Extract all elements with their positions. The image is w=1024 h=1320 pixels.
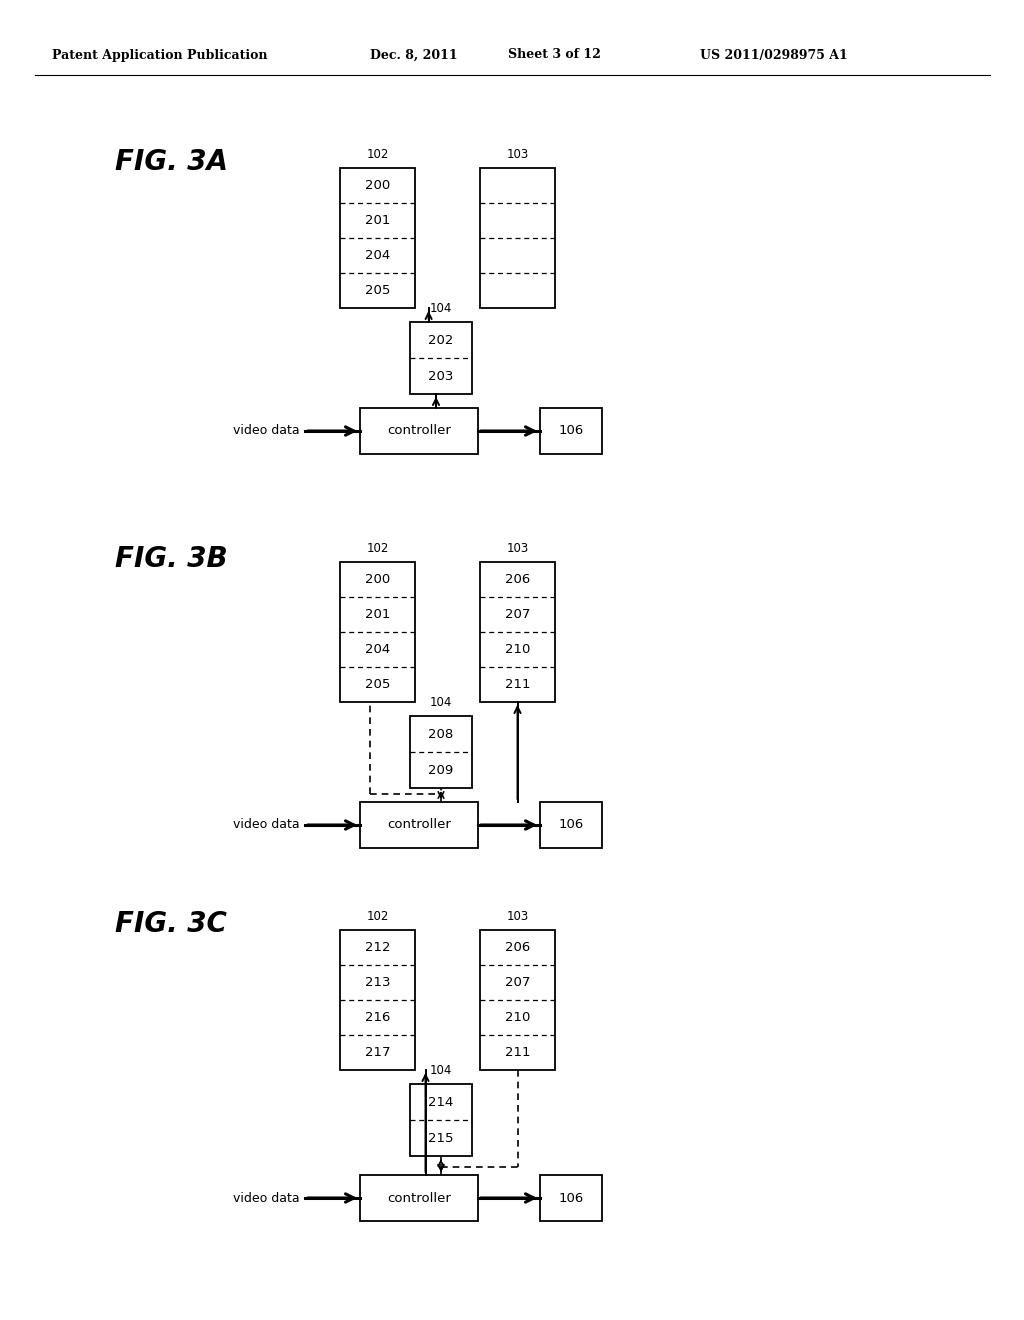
Bar [540,803,602,847]
Text: 210: 210 [505,643,530,656]
Text: US 2011/0298975 A1: US 2011/0298975 A1 [700,49,848,62]
Text: 201: 201 [365,214,390,227]
Text: 215: 215 [428,1131,454,1144]
Text: 211: 211 [505,678,530,690]
Text: controller: controller [387,425,451,437]
Bar [480,562,555,702]
Text: 204: 204 [365,249,390,261]
Text: Patent Application Publication: Patent Application Publication [52,49,267,62]
Bar [410,715,472,788]
Text: FIG. 3A: FIG. 3A [115,148,228,176]
Text: video data: video data [233,425,300,437]
Text: 206: 206 [505,941,530,954]
Text: 102: 102 [367,148,389,161]
Text: 200: 200 [365,180,390,191]
Text: 106: 106 [558,425,584,437]
Bar [340,562,415,702]
Text: video data: video data [233,1192,300,1204]
Text: FIG. 3C: FIG. 3C [115,909,227,939]
Text: 212: 212 [365,941,390,954]
Text: 217: 217 [365,1045,390,1059]
Text: 102: 102 [367,909,389,923]
Text: 200: 200 [365,573,390,586]
Bar [340,931,415,1071]
Text: 210: 210 [505,1011,530,1024]
Text: 207: 207 [505,609,530,620]
Text: 208: 208 [428,727,454,741]
Text: Dec. 8, 2011: Dec. 8, 2011 [370,49,458,62]
Text: 205: 205 [365,284,390,297]
Text: 207: 207 [505,975,530,989]
Text: 202: 202 [428,334,454,346]
Bar [480,168,555,308]
Bar [360,1175,478,1221]
Text: 103: 103 [507,909,528,923]
Text: Sheet 3 of 12: Sheet 3 of 12 [508,49,601,62]
Text: video data: video data [233,818,300,832]
Bar [480,931,555,1071]
Text: 211: 211 [505,1045,530,1059]
Text: 213: 213 [365,975,390,989]
Text: 205: 205 [365,678,390,690]
Text: 104: 104 [430,302,453,315]
Text: 103: 103 [507,543,528,554]
Text: 103: 103 [507,148,528,161]
Text: 214: 214 [428,1096,454,1109]
Bar [360,803,478,847]
Text: 204: 204 [365,643,390,656]
Text: 209: 209 [428,763,454,776]
Bar [540,408,602,454]
Text: 201: 201 [365,609,390,620]
Text: 203: 203 [428,370,454,383]
Text: 206: 206 [505,573,530,586]
Bar [410,322,472,393]
Text: controller: controller [387,818,451,832]
Text: 216: 216 [365,1011,390,1024]
Text: 106: 106 [558,1192,584,1204]
Text: 104: 104 [430,1064,453,1077]
Bar [540,1175,602,1221]
Bar [340,168,415,308]
Text: FIG. 3B: FIG. 3B [115,545,227,573]
Text: 102: 102 [367,543,389,554]
Text: controller: controller [387,1192,451,1204]
Bar [410,1084,472,1156]
Bar [360,408,478,454]
Text: 104: 104 [430,696,453,709]
Text: 106: 106 [558,818,584,832]
